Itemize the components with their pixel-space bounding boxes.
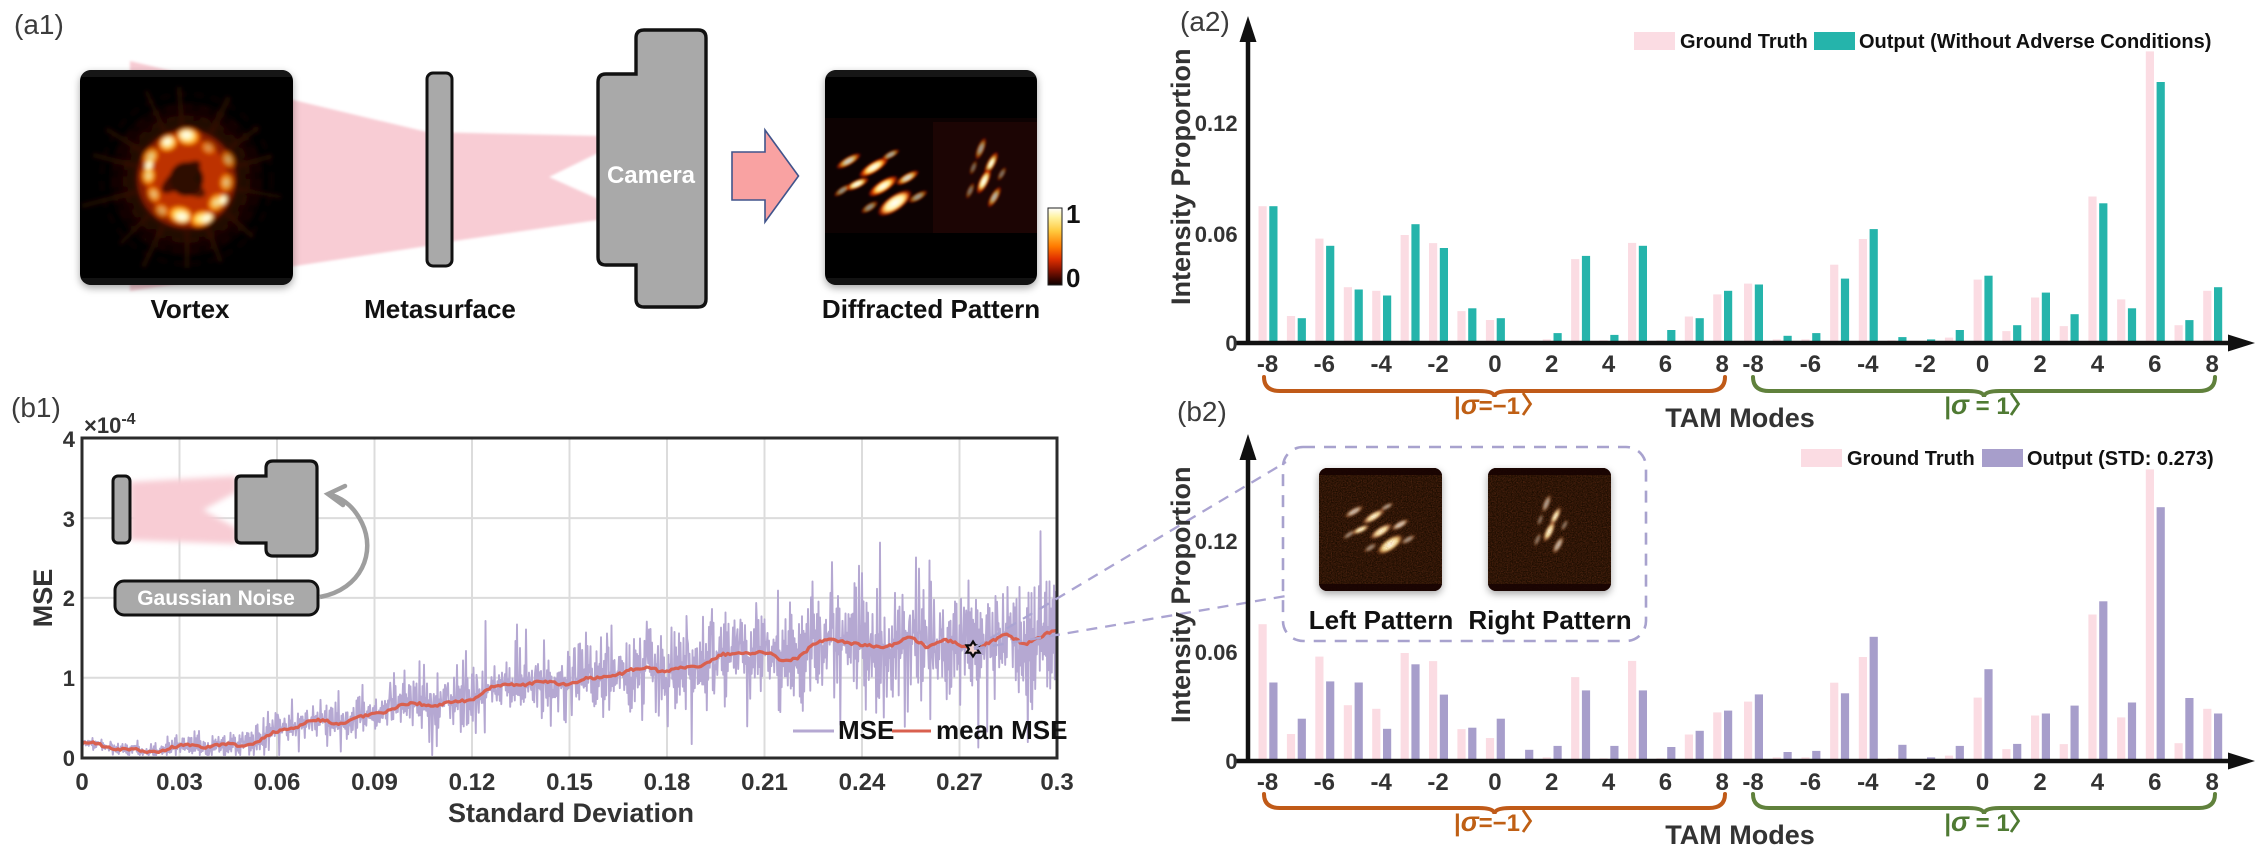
svg-text:Camera: Camera — [607, 162, 696, 189]
svg-text:2: 2 — [2033, 769, 2046, 796]
svg-text:0.09: 0.09 — [351, 769, 398, 796]
svg-text:-6: -6 — [1800, 351, 1821, 378]
svg-text:-2: -2 — [1427, 351, 1448, 378]
svg-text:0: 0 — [63, 746, 75, 771]
svg-text:0: 0 — [75, 769, 88, 796]
svg-text:0: 0 — [1488, 769, 1501, 796]
svg-text:-4: -4 — [1371, 769, 1393, 796]
svg-text:|σ=−1: |σ=−1 — [1454, 390, 1520, 420]
svg-text:6: 6 — [2148, 351, 2161, 378]
svg-text:Output (STD: 0.273): Output (STD: 0.273) — [2027, 448, 2214, 470]
svg-text:2: 2 — [63, 586, 75, 611]
svg-text:Right Pattern: Right Pattern — [1468, 605, 1631, 635]
svg-text:×10-4: ×10-4 — [84, 411, 136, 438]
svg-text:0.06: 0.06 — [1195, 222, 1242, 247]
svg-text:4: 4 — [2091, 351, 2105, 378]
svg-text:2: 2 — [2033, 351, 2046, 378]
svg-text:MSE: MSE — [838, 715, 894, 745]
svg-text:-8: -8 — [1257, 769, 1278, 796]
svg-text:-2: -2 — [1915, 351, 1936, 378]
svg-text:2: 2 — [1545, 351, 1558, 378]
svg-text:Metasurface: Metasurface — [364, 294, 516, 324]
svg-text:|σ = 1: |σ = 1 — [1944, 807, 2009, 837]
svg-text:8: 8 — [1716, 351, 1729, 378]
svg-text:0.27: 0.27 — [936, 769, 983, 796]
svg-text:Left Pattern: Left Pattern — [1309, 605, 1453, 635]
svg-text:0: 0 — [1225, 749, 1242, 774]
svg-text:mean MSE: mean MSE — [936, 715, 1068, 745]
svg-text:-4: -4 — [1857, 769, 1879, 796]
svg-text:-2: -2 — [1427, 769, 1448, 796]
svg-text:4: 4 — [1602, 351, 1616, 378]
svg-text:-4: -4 — [1371, 351, 1393, 378]
svg-text:0.21: 0.21 — [741, 769, 788, 796]
svg-text:|σ = 1: |σ = 1 — [1944, 390, 2009, 420]
svg-text:8: 8 — [2206, 351, 2219, 378]
svg-text:0.24: 0.24 — [839, 769, 886, 796]
svg-text:Intensity Proportion: Intensity Proportion — [1166, 49, 1196, 306]
svg-text:Intensity Proportion: Intensity Proportion — [1166, 467, 1196, 724]
svg-text:4: 4 — [63, 427, 76, 452]
svg-text:-6: -6 — [1314, 769, 1335, 796]
svg-text:0: 0 — [1976, 769, 1989, 796]
svg-text:(a1): (a1) — [14, 9, 64, 40]
svg-text:Vortex: Vortex — [151, 294, 231, 324]
svg-text:0: 0 — [1976, 351, 1989, 378]
svg-text:3: 3 — [63, 507, 75, 532]
svg-text:Ground Truth: Ground Truth — [1847, 448, 1975, 470]
svg-text:0.03: 0.03 — [156, 769, 203, 796]
svg-text:0.12: 0.12 — [1195, 111, 1242, 136]
svg-text:6: 6 — [1659, 351, 1672, 378]
svg-text:4: 4 — [2091, 769, 2105, 796]
svg-text:MSE: MSE — [28, 569, 58, 628]
svg-text:0.12: 0.12 — [449, 769, 496, 796]
svg-text:0.3: 0.3 — [1040, 769, 1073, 796]
svg-text:0: 0 — [1066, 263, 1080, 293]
svg-text:Gaussian Noise: Gaussian Noise — [137, 587, 295, 610]
svg-text:0: 0 — [1225, 331, 1242, 356]
svg-text:-8: -8 — [1742, 769, 1763, 796]
svg-text:Diffracted Pattern: Diffracted Pattern — [822, 294, 1040, 324]
svg-text:0: 0 — [1488, 351, 1501, 378]
svg-text:-8: -8 — [1257, 351, 1278, 378]
svg-text:2: 2 — [1545, 769, 1558, 796]
svg-text:0.06: 0.06 — [254, 769, 301, 796]
svg-text:0.18: 0.18 — [644, 769, 691, 796]
svg-text:0.06: 0.06 — [1195, 640, 1242, 665]
svg-text:Standard Deviation: Standard Deviation — [448, 798, 694, 828]
svg-text:1: 1 — [1066, 199, 1080, 229]
svg-text:-2: -2 — [1915, 769, 1936, 796]
svg-text:-6: -6 — [1314, 351, 1335, 378]
svg-text:-8: -8 — [1742, 351, 1763, 378]
svg-text:1: 1 — [63, 666, 75, 691]
svg-text:6: 6 — [2148, 769, 2161, 796]
svg-text:(b1): (b1) — [11, 392, 61, 423]
svg-text:0.12: 0.12 — [1195, 529, 1242, 554]
svg-text:(b2): (b2) — [1177, 396, 1227, 427]
svg-text:6: 6 — [1659, 769, 1672, 796]
svg-text:|σ=−1: |σ=−1 — [1454, 807, 1520, 837]
svg-text:TAM Modes: TAM Modes — [1665, 820, 1815, 848]
svg-text:8: 8 — [1716, 769, 1729, 796]
svg-text:-6: -6 — [1800, 769, 1821, 796]
svg-text:Output (Without Adverse Condit: Output (Without Adverse Conditions) — [1859, 31, 2211, 53]
svg-text:Ground Truth: Ground Truth — [1680, 31, 1808, 53]
svg-text:8: 8 — [2206, 769, 2219, 796]
svg-text:-4: -4 — [1857, 351, 1879, 378]
svg-text:(a2): (a2) — [1180, 6, 1230, 37]
svg-text:4: 4 — [1602, 769, 1616, 796]
svg-text:TAM Modes: TAM Modes — [1665, 403, 1815, 433]
svg-text:0.15: 0.15 — [546, 769, 593, 796]
